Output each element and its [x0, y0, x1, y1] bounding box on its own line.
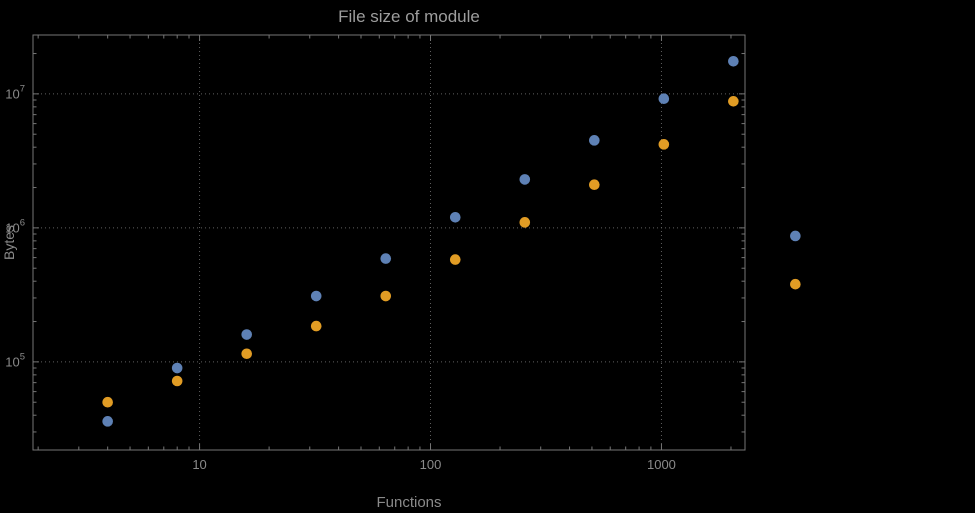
data-point-orange: [241, 348, 253, 360]
data-point-blue: [380, 253, 392, 264]
data-point-orange: [102, 396, 113, 408]
data-point-blue: [728, 56, 739, 67]
x-axis-label: Functions: [376, 494, 441, 511]
y-tick-label: 107: [5, 83, 25, 101]
data-point-blue: [449, 211, 461, 223]
axis-ticks: [33, 35, 745, 450]
data-point-blue: [519, 174, 531, 185]
data-point-orange: [171, 375, 183, 387]
data-point-orange: [519, 217, 531, 228]
data-point-blue: [310, 290, 322, 302]
x-tick-label: 10: [192, 457, 206, 472]
data-points: [102, 56, 801, 427]
x-tick-label: 1000: [647, 457, 676, 472]
data-point-orange: [310, 320, 322, 332]
plot-frame: [32, 34, 746, 451]
data-point-blue: [171, 362, 183, 374]
data-point-blue: [790, 230, 801, 242]
data-point-blue: [589, 135, 600, 146]
data-point-blue: [658, 93, 670, 105]
y-axis-label: Bytes: [1, 225, 17, 260]
data-point-orange: [790, 278, 801, 290]
data-point-orange: [589, 179, 600, 190]
x-tick-label: 100: [420, 457, 442, 472]
data-point-blue: [241, 329, 253, 340]
data-point-orange: [658, 139, 670, 150]
data-point-blue: [102, 416, 113, 427]
data-point-orange: [449, 254, 461, 265]
gridlines: [33, 35, 745, 450]
y-tick-label: 105: [5, 351, 25, 369]
chart-title: File size of module: [338, 7, 480, 26]
data-point-orange: [380, 290, 392, 302]
data-point-orange: [728, 96, 739, 107]
